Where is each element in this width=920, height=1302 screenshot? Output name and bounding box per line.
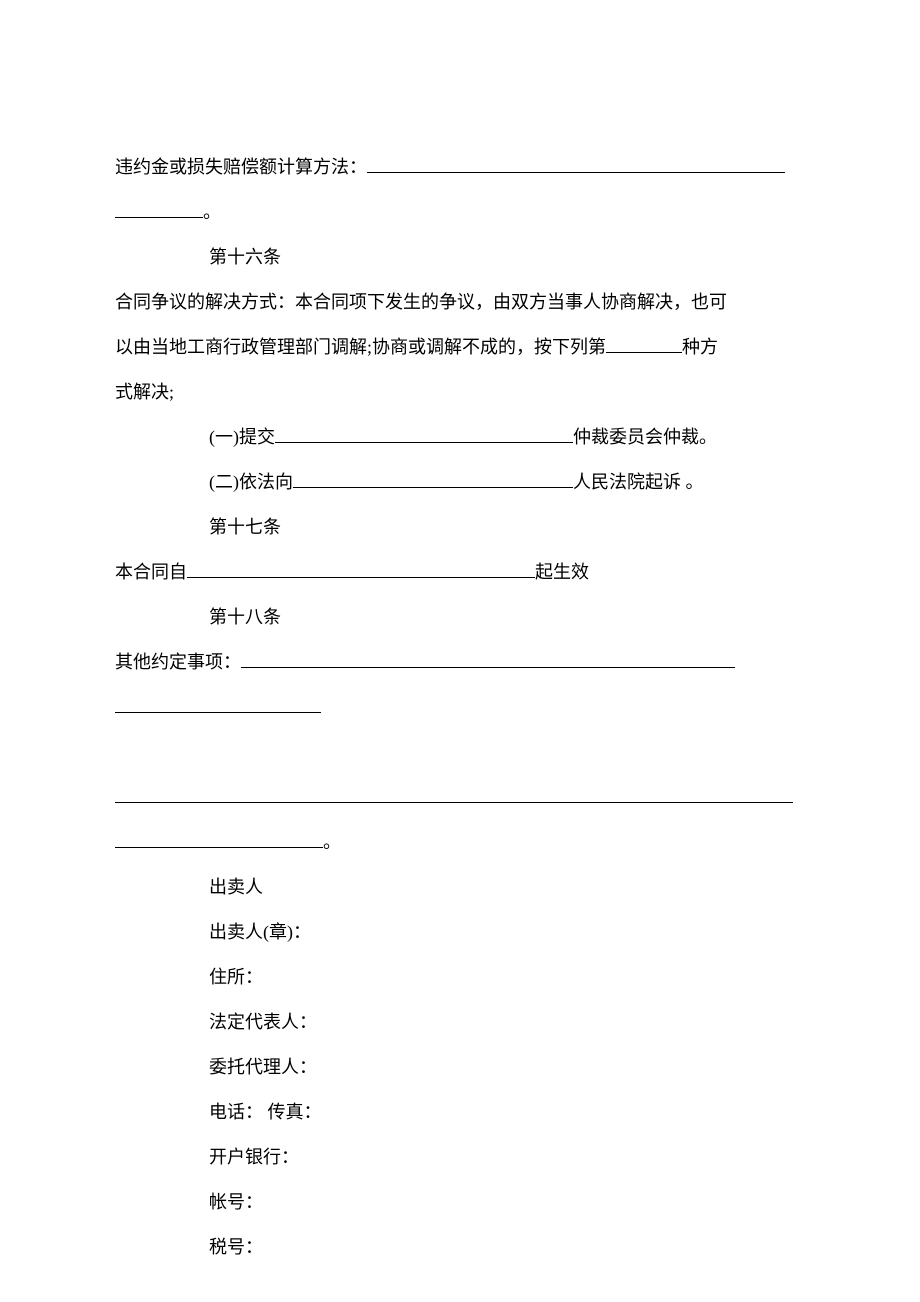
damages-blank [367, 172, 785, 173]
option-2-line: (二)依法向 人民法院起诉 。 [115, 460, 805, 505]
end-blank-line: 。 [115, 820, 805, 865]
other-line-1: 其他约定事项： [115, 640, 805, 685]
other-line-2 [115, 685, 805, 730]
option-2-prefix: (二)依法向 [209, 472, 293, 492]
effective-line: 本合同自 起生效 [115, 550, 805, 595]
dispute-line-2: 以由当地工商行政管理部门调解;协商或调解不成的，按下列第 种方 [115, 325, 805, 370]
dispute-suffix: 种方 [682, 337, 718, 357]
damages-prefix: 违约金或损失赔偿额计算方法： [115, 157, 367, 177]
article-17-heading: 第十七条 [115, 505, 805, 550]
legal-rep-line: 法定代表人： [115, 1000, 805, 1045]
tax-id-line: 税号： [115, 1225, 805, 1270]
document-content: 违约金或损失赔偿额计算方法： 。 第十六条 合同争议的解决方式：本合同项下发生的… [115, 145, 805, 1270]
option-1-line: (一)提交 仲裁委员会仲裁。 [115, 415, 805, 460]
other-blank-2 [115, 712, 321, 713]
dispute-prefix-2: 以由当地工商行政管理部门调解;协商或调解不成的，按下列第 [115, 337, 606, 357]
spacer [115, 730, 805, 775]
account-line: 帐号： [115, 1180, 805, 1225]
full-blank [115, 802, 793, 803]
other-prefix: 其他约定事项： [115, 652, 241, 672]
phone-fax-line: 电话： 传真： [115, 1090, 805, 1135]
seller-heading: 出卖人 [115, 865, 805, 910]
period: 。 [203, 202, 221, 222]
damages-line-1: 违约金或损失赔偿额计算方法： [115, 145, 805, 190]
end-blank [115, 847, 323, 848]
option-2-blank [293, 487, 573, 488]
other-blank-1 [241, 667, 735, 668]
effective-blank [187, 577, 535, 578]
option-1-suffix: 仲裁委员会仲裁。 [573, 427, 717, 447]
option-2-suffix: 人民法院起诉 。 [573, 472, 704, 492]
option-1-blank [275, 442, 573, 443]
address-line: 住所： [115, 955, 805, 1000]
article-18-heading: 第十八条 [115, 595, 805, 640]
agent-line: 委托代理人： [115, 1045, 805, 1090]
effective-suffix: 起生效 [535, 562, 589, 582]
damages-blank-2 [115, 217, 203, 218]
option-1-prefix: (一)提交 [209, 427, 275, 447]
bank-line: 开户银行： [115, 1135, 805, 1180]
effective-prefix: 本合同自 [115, 562, 187, 582]
article-16-heading: 第十六条 [115, 235, 805, 280]
dispute-line-1: 合同争议的解决方式：本合同项下发生的争议，由双方当事人协商解决，也可 [115, 280, 805, 325]
seller-seal-line: 出卖人(章)： [115, 910, 805, 955]
end-period: 。 [323, 832, 341, 852]
damages-line-2: 。 [115, 190, 805, 235]
dispute-line-3: 式解决; [115, 370, 805, 415]
full-blank-line [115, 775, 805, 820]
dispute-blank [606, 352, 682, 353]
